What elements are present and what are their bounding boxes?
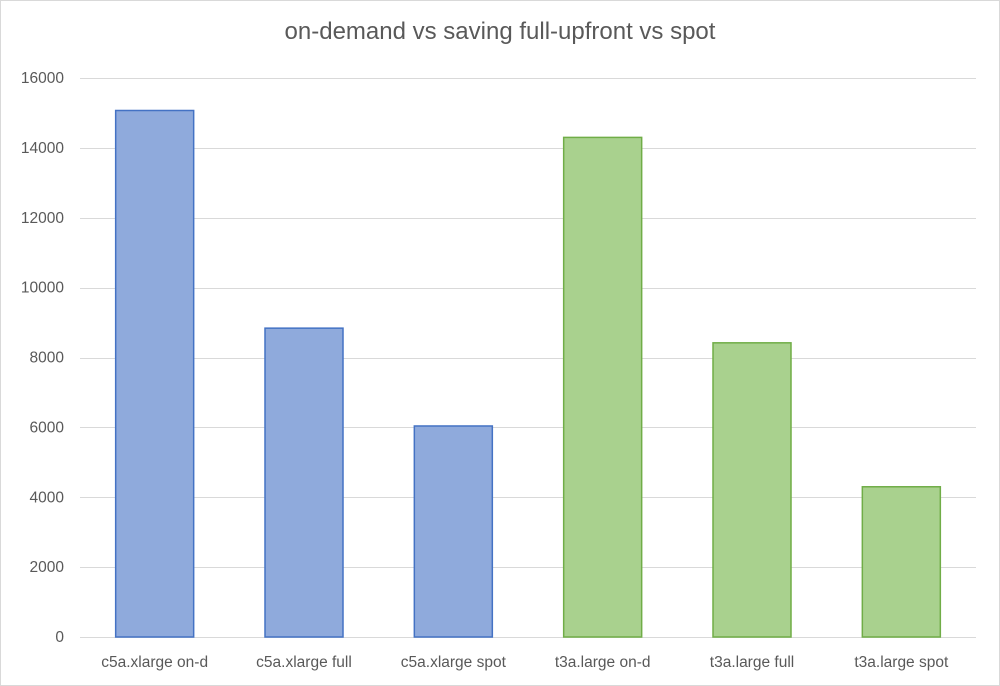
y-tick-label: 12000 bbox=[21, 210, 64, 227]
y-tick-label: 8000 bbox=[30, 350, 65, 367]
x-category-label: t3a.large spot bbox=[854, 654, 949, 671]
bar-2 bbox=[264, 327, 344, 638]
chart-title: on-demand vs saving full-upfront vs spot bbox=[284, 18, 716, 45]
gridlines bbox=[80, 78, 976, 638]
y-tick-label: 2000 bbox=[30, 559, 65, 576]
bar-6 bbox=[861, 486, 942, 638]
bar-3 bbox=[413, 425, 494, 638]
y-tick-label: 14000 bbox=[21, 140, 64, 157]
y-tick-label: 4000 bbox=[30, 489, 65, 506]
x-category-label: c5a.xlarge full bbox=[256, 654, 352, 671]
bar-5 bbox=[712, 342, 792, 638]
x-category-label: t3a.large full bbox=[710, 654, 794, 671]
y-tick-label: 10000 bbox=[21, 280, 64, 297]
x-category-label: c5a.xlarge on-d bbox=[101, 654, 208, 671]
y-tick-label: 0 bbox=[55, 629, 64, 646]
x-category-label: t3a.large on-d bbox=[555, 654, 651, 671]
x-category-label: c5a.xlarge spot bbox=[401, 654, 507, 671]
y-axis-ticks: 0 2000 4000 6000 8000 10000 12000 14000 16000 bbox=[21, 70, 64, 646]
x-axis-labels: c5a.xlarge on-d c5a.xlarge full c5a.xlarge… bbox=[101, 654, 949, 671]
bars bbox=[114, 109, 942, 638]
bar-1 bbox=[114, 109, 195, 638]
y-tick-label: 16000 bbox=[21, 70, 64, 87]
bar-4 bbox=[562, 136, 643, 638]
y-tick-label: 6000 bbox=[30, 419, 65, 436]
